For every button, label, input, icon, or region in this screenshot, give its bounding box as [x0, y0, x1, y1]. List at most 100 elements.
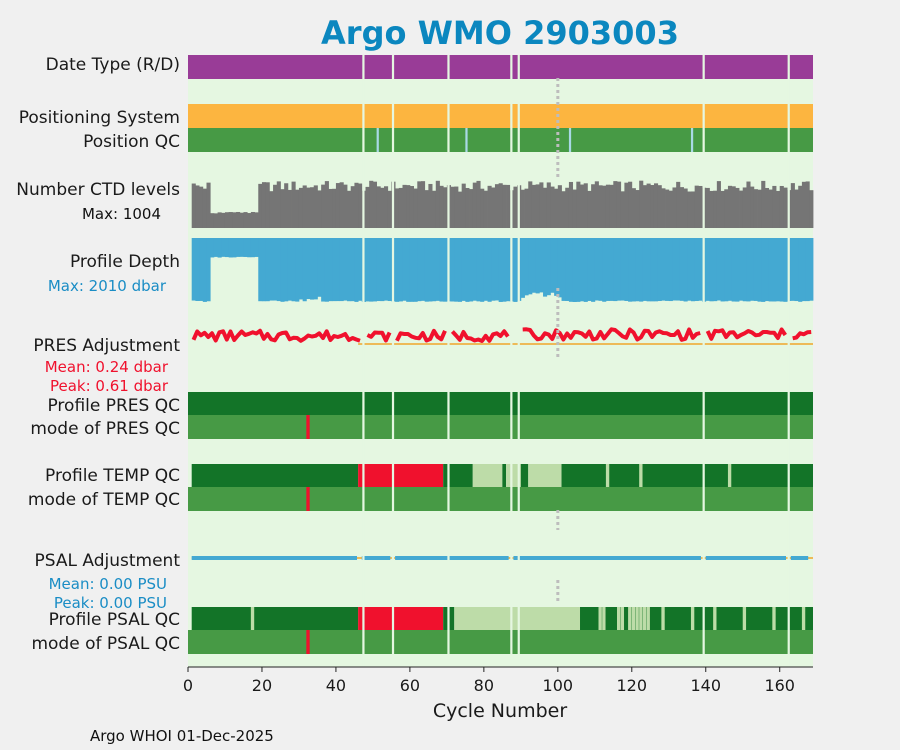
- depth-bar-cycle-83: [494, 238, 500, 301]
- nlev-bar-cycle-22: [269, 191, 274, 228]
- depth-bar-cycle-155: [761, 238, 766, 302]
- nlev-bar-cycle-92: [528, 181, 533, 228]
- nlev-bar-cycle-85: [502, 184, 507, 228]
- nlev-bar-cycle-83: [494, 184, 500, 228]
- depth-bar-cycle-59: [406, 238, 411, 302]
- nlev-bar-cycle-107: [583, 183, 588, 228]
- depth-bar-cycle-25: [280, 238, 285, 302]
- row-label-datetype: Date Type (R/D): [46, 55, 180, 75]
- row-label-presadj: PRES Adjustment: [33, 336, 180, 356]
- nlev-bar-cycle-167: [805, 181, 810, 228]
- nlev-bar-cycle-79: [480, 188, 485, 228]
- psalqc-segment: [191, 607, 359, 630]
- row-label-psalmode: mode of PSAL QC: [31, 634, 180, 654]
- nlev-bar-cycle-21: [265, 182, 270, 228]
- nlev-bar-cycle-118: [624, 182, 629, 228]
- row-label-nlev: Number CTD levels: [16, 180, 180, 200]
- depth-bar-cycle-20: [261, 238, 267, 302]
- nlev-bar-cycle-97: [546, 182, 551, 228]
- nlev-bar-cycle-17: [250, 211, 255, 228]
- depth-bar-cycle-125: [650, 238, 655, 302]
- nlev-bar-cycle-157: [768, 189, 773, 228]
- x-tick-label: 0: [183, 676, 193, 695]
- depth-bar-cycle-96: [543, 238, 548, 297]
- nlev-bar-cycle-45: [354, 182, 359, 228]
- row-label-tempqc: Profile TEMP QC: [45, 466, 180, 486]
- psalqc-cycle-116: [616, 607, 621, 630]
- depth-bar-cycle-134: [683, 238, 688, 302]
- mode-qc-bad-psalmode: [306, 630, 310, 654]
- bar-presmode: [188, 415, 813, 439]
- nlev-bar-cycle-105: [576, 181, 581, 228]
- row-label-presmode: mode of PRES QC: [30, 419, 180, 439]
- nlev-bar-cycle-66: [432, 190, 437, 228]
- depth-bar-cycle-11: [228, 238, 233, 258]
- nlev-bar-cycle-34: [313, 185, 318, 228]
- nlev-bar-cycle-120: [631, 188, 636, 228]
- depth-bar-cycle-32: [306, 238, 311, 300]
- depth-max-note: Max: 2010 dbar: [48, 277, 167, 295]
- depth-bar-cycle-132: [676, 238, 681, 301]
- depth-bar-cycle-49: [369, 238, 374, 302]
- data-bars: [188, 55, 814, 654]
- depth-bar-cycle-24: [276, 238, 281, 302]
- nlev-bar-cycle-8: [217, 212, 222, 228]
- depth-bar-cycle-167: [805, 238, 810, 302]
- nlev-bar-cycle-36: [321, 184, 326, 228]
- nlev-bar-cycle-103: [568, 181, 574, 228]
- position-qc-flag-cycle-103: [568, 128, 572, 152]
- x-tick-label: 60: [400, 676, 420, 695]
- psalqc-segment: [580, 607, 813, 630]
- nlev-bar-cycle-132: [676, 181, 681, 228]
- pres-adjust-line: [191, 328, 361, 343]
- depth-bar-cycle-129: [665, 238, 670, 301]
- nlev-bar-cycle-50: [372, 181, 378, 228]
- depth-bar-cycle-54: [387, 238, 392, 302]
- depth-bar-cycle-5: [206, 238, 211, 302]
- nlev-bar-cycle-161: [783, 187, 788, 228]
- depth-bar-cycle-4: [202, 238, 207, 302]
- x-tick-label: 140: [690, 676, 721, 695]
- depth-bar-cycle-100: [557, 238, 562, 298]
- row-label-possys: Positioning System: [19, 108, 180, 128]
- tempqc-cycle-113: [605, 464, 610, 487]
- depth-bar-cycle-145: [724, 238, 729, 302]
- nlev-bar-cycle-128: [661, 188, 666, 228]
- nlev-bar-cycle-4: [202, 188, 207, 228]
- psalqc-cycle-120: [631, 607, 636, 630]
- depth-bar-cycle-150: [742, 238, 747, 302]
- depth-bar-cycle-74: [461, 238, 466, 301]
- nlev-bar-cycle-84: [498, 183, 503, 228]
- tempqc-segment: [561, 464, 813, 487]
- depth-bar-cycle-92: [528, 238, 533, 295]
- nlev-bar-cycle-46: [358, 183, 363, 228]
- nlev-bar-cycle-100: [557, 185, 562, 228]
- depth-bar-cycle-65: [428, 238, 433, 302]
- depth-bar-cycle-151: [746, 238, 751, 302]
- depth-bar-cycle-161: [783, 238, 788, 302]
- nlev-bar-cycle-166: [801, 181, 807, 228]
- nlev-bar-cycle-151: [746, 181, 751, 228]
- nlev-bar-cycle-64: [424, 190, 429, 228]
- pres-adjust-line: [522, 327, 701, 342]
- depth-bar-cycle-53: [384, 238, 389, 301]
- x-tick-label: 40: [326, 676, 346, 695]
- row-label-presqc: Profile PRES QC: [47, 396, 180, 416]
- nlev-bar-cycle-62: [417, 181, 422, 228]
- depth-bar-cycle-142: [713, 238, 718, 302]
- depth-bar-cycle-152: [750, 238, 755, 301]
- nlev-bar-cycle-142: [713, 190, 718, 228]
- nlev-bar-cycle-43: [347, 190, 352, 228]
- nlev-bar-cycle-110: [594, 181, 599, 228]
- nlev-bar-cycle-96: [543, 187, 548, 228]
- nlev-bar-cycle-112: [602, 185, 607, 228]
- depth-bar-cycle-68: [439, 238, 444, 302]
- nlev-bar-cycle-77: [472, 182, 477, 228]
- nlev-bar-cycle-138: [698, 185, 703, 228]
- nlev-bar-cycle-106: [580, 184, 585, 228]
- x-tick-label: 100: [543, 676, 574, 695]
- depth-bar-cycle-116: [616, 238, 622, 301]
- nlev-bar-cycle-102: [565, 187, 570, 228]
- psalqc-segment: [358, 607, 444, 630]
- psalqc-cycle-123: [642, 607, 647, 630]
